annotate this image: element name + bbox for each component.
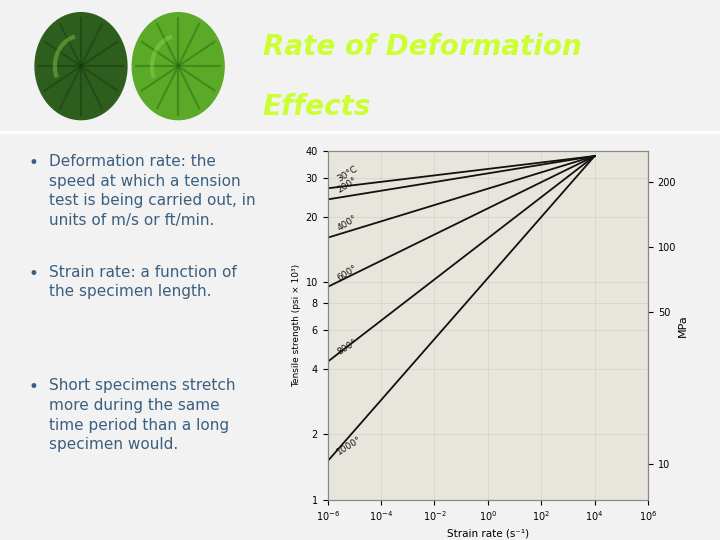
Text: •: •: [29, 265, 39, 282]
Text: Deformation rate: the
speed at which a tension
test is being carried out, in
uni: Deformation rate: the speed at which a t…: [49, 154, 256, 228]
Y-axis label: MPa: MPa: [678, 314, 688, 337]
Y-axis label: Tensile strength (psi × 10³): Tensile strength (psi × 10³): [292, 264, 302, 387]
Text: 600°: 600°: [336, 263, 359, 282]
Text: 30°C: 30°C: [336, 164, 359, 184]
Text: 1000°: 1000°: [336, 434, 364, 457]
Text: 200°: 200°: [336, 176, 359, 195]
Text: 800°: 800°: [336, 338, 359, 357]
Text: Rate of Deformation: Rate of Deformation: [263, 33, 582, 61]
Text: •: •: [29, 154, 39, 172]
Text: •: •: [29, 378, 39, 396]
Text: Short specimens stretch
more during the same
time period than a long
specimen wo: Short specimens stretch more during the …: [49, 378, 235, 453]
Text: Effects: Effects: [263, 93, 372, 120]
Circle shape: [35, 12, 127, 119]
Circle shape: [132, 12, 224, 119]
Text: Strain rate: a function of
the specimen length.: Strain rate: a function of the specimen …: [49, 265, 237, 299]
X-axis label: Strain rate (s⁻¹): Strain rate (s⁻¹): [446, 529, 529, 538]
Text: 400°: 400°: [336, 214, 359, 233]
